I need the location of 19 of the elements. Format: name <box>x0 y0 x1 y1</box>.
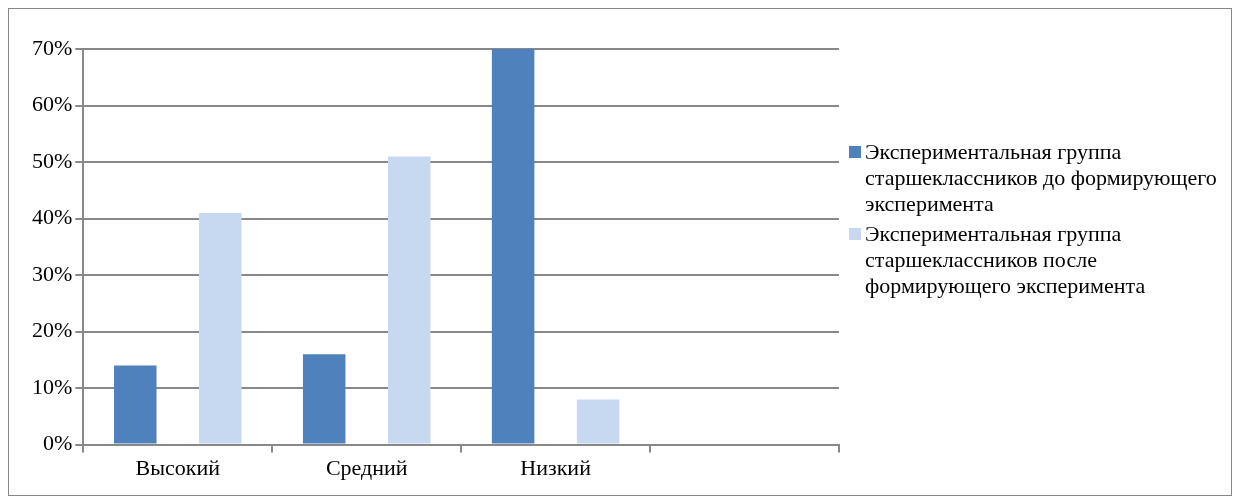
x-tick-label: Высокий <box>135 454 221 480</box>
bar <box>199 212 242 444</box>
y-tick-label: 10% <box>32 373 73 399</box>
bar <box>114 365 157 444</box>
y-tick-label: 70% <box>32 34 73 60</box>
x-tick-label: Средний <box>325 454 408 480</box>
bar <box>302 354 346 444</box>
legend-label: Экспериментальная группа старшеклассников до формирующего эксперимента <box>865 139 1218 217</box>
y-tick-label: 30% <box>32 260 73 286</box>
y-tick-label: 0% <box>43 430 73 456</box>
legend-label: Экспериментальная группа старшеклассников после формирующего эксперимента <box>865 221 1147 299</box>
bar <box>387 156 431 444</box>
y-tick-label: 40% <box>32 204 73 230</box>
y-tick-label: 50% <box>32 147 73 173</box>
bar <box>576 399 620 444</box>
y-tick-label: 20% <box>32 317 73 343</box>
y-tick-label: 60% <box>32 91 73 117</box>
bar <box>491 49 535 444</box>
x-tick-label: Низкий <box>520 454 592 480</box>
